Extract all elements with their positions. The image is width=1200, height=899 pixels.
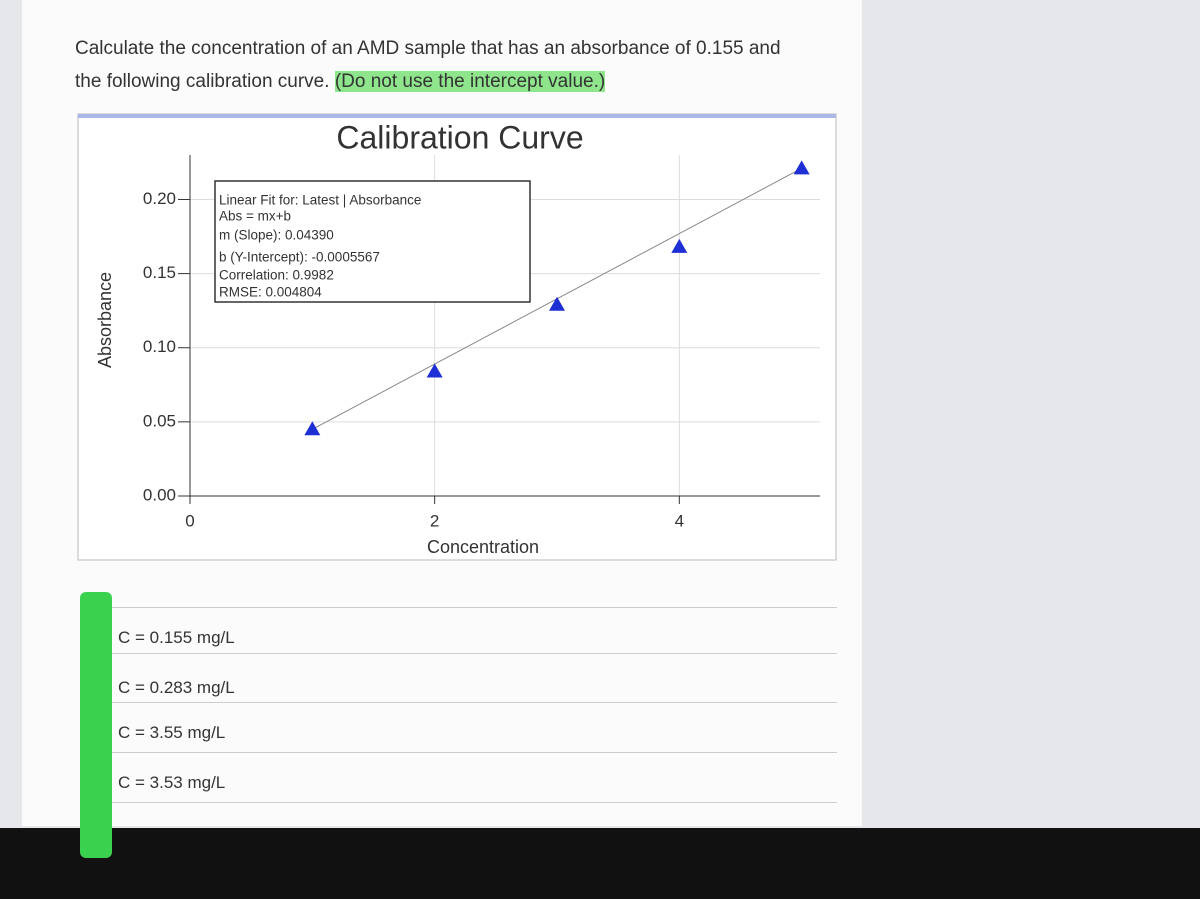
question-line: the following calibration curve. (Do not… — [75, 71, 606, 93]
data-point — [426, 363, 443, 378]
x-tick-label: 4 — [675, 511, 684, 530]
fit-box-text: Abs = mx+b — [219, 209, 291, 224]
fit-box-text: b (Y-Intercept): -0.0005567 — [219, 250, 380, 265]
option[interactable]: C = 3.55 mg/L — [118, 723, 226, 742]
fit-box-text: Linear Fit for: Latest | Absorbance — [219, 193, 421, 208]
bottom-bar — [0, 828, 1200, 899]
fit-box-text: RMSE: 0.004804 — [219, 285, 322, 300]
y-tick-label: 0.15 — [143, 263, 176, 282]
option[interactable]: C = 3.53 mg/L — [118, 773, 226, 792]
option[interactable]: C = 0.283 mg/L — [118, 678, 235, 697]
x-tick-label: 0 — [185, 511, 194, 530]
y-tick-label: 0.10 — [143, 337, 176, 356]
y-tick-label: 0.05 — [143, 411, 176, 430]
fit-box — [214, 180, 531, 303]
data-point — [793, 160, 810, 175]
y-tick-label: 0.00 — [143, 485, 176, 504]
fit-box-text: Correlation: 0.9982 — [219, 268, 334, 283]
data-point — [671, 238, 688, 253]
data-point — [548, 296, 565, 311]
question-text: the following calibration curve. — [75, 71, 330, 92]
option[interactable]: C = 0.155 mg/L — [118, 628, 235, 647]
selection-marker — [80, 592, 112, 858]
separator — [85, 702, 837, 703]
question-highlight: (Do not use the intercept value.) — [334, 71, 606, 92]
separator — [85, 802, 837, 803]
separator — [85, 607, 837, 608]
question-line: Calculate the concentration of an AMD sa… — [75, 38, 781, 59]
y-tick-label: 0.20 — [143, 189, 176, 208]
x-axis-label: Concentration — [427, 537, 539, 557]
chart-title: Calibration Curve — [336, 119, 583, 155]
separator — [85, 653, 837, 654]
y-axis-label: Absorbance — [95, 272, 115, 368]
fit-box-text: m (Slope): 0.04390 — [219, 228, 334, 243]
x-tick-label: 2 — [430, 511, 439, 530]
data-point — [304, 421, 321, 436]
separator — [85, 752, 837, 753]
